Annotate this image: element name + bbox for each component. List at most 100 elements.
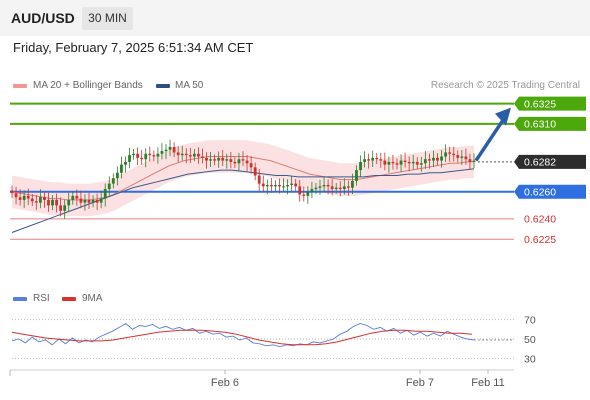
candle-body [423,159,427,164]
candle-body [237,159,241,164]
candle-body [192,153,196,157]
candle-body [314,187,318,190]
bollinger-band [12,140,474,217]
candle-body [180,153,184,156]
symbol-label: AUD/USD [11,10,75,26]
candle-body [257,175,261,184]
candle-body [111,178,115,184]
price-tag-0.6260: 0.6260 [514,184,586,199]
candle-body [184,153,188,156]
candle-body [22,195,26,200]
candle-body [334,187,338,190]
candles [10,139,476,219]
ma20-legend-swatch [13,84,27,88]
candle-body [38,197,42,203]
candle-body [160,151,164,154]
candle-body [428,159,431,161]
candle-body [351,180,354,188]
ma50-legend-swatch [156,84,170,88]
candle-body [274,185,277,187]
candle-body [221,157,225,161]
candle-body [152,155,156,157]
candle-body [411,161,415,164]
candle-body [375,157,379,160]
candle-body [310,189,314,192]
candle-body [261,183,265,187]
candle-body [391,161,395,164]
top-bar: AUD/USD 30 MIN [0,0,590,36]
candle-body [14,193,18,198]
candle-body [43,197,46,200]
candle-body [75,195,79,199]
candle-body [91,199,95,203]
candle-body [83,199,87,203]
price-tag-0.6325: 0.6325 [514,96,586,111]
candle-body [148,153,152,156]
rsi-legend-swatch [13,297,27,301]
candle-body [290,183,294,185]
candle-body [326,185,330,187]
candle-body [253,167,257,176]
candle-body [278,185,281,187]
candle-body [209,159,212,161]
candle-body [115,172,119,179]
candle-body [164,149,168,152]
candle-body [464,156,468,160]
candle-body [452,153,456,156]
ma9-legend-swatch [62,297,76,301]
candle-body [136,153,140,158]
candle-body [363,159,366,162]
price-tag-bg [514,96,586,111]
candle-body [330,186,334,190]
candle-body [371,157,375,161]
rsi-line [11,322,475,348]
candle-body [205,157,208,161]
price-tag-0.6310: 0.6310 [514,116,586,131]
price-tag-0.6225: 0.6225 [524,234,556,246]
candle-body [168,147,172,150]
candle-body [415,161,419,165]
credit-label: Research © 2025 Trading Central [430,80,580,91]
price-tag-0.6282: 0.6282 [514,154,586,169]
candle-body [249,163,253,168]
candle-body [213,159,217,161]
candle-body [47,199,50,206]
ma50-legend-label: MA 50 [175,80,204,91]
candle-body [387,161,391,165]
rsi-9ma-line [11,329,473,346]
candle-body [59,205,63,211]
candle-body [241,159,245,161]
candle-body [140,157,144,160]
candle-body [233,161,237,164]
candle-body [71,195,75,200]
candle-body [124,161,127,165]
candle-body [282,186,285,188]
candle-body [338,187,342,190]
projection-arrow-head [495,107,511,126]
candle-body [359,161,362,171]
candle-body [120,164,123,173]
candle-body [225,159,229,161]
candle-body [87,199,91,203]
candle-body [456,155,460,158]
candle-body [444,152,448,157]
price-tag-text: 0.6282 [524,157,556,169]
time-tick-label: Feb 7 [406,377,434,389]
candle-body [432,157,435,161]
candle-body [176,152,180,156]
price-tag-bg [514,116,586,131]
candle-body [156,153,160,157]
price-tag-0.6240: 0.6240 [524,214,556,226]
candle-body [403,160,407,162]
candle-body [55,199,58,206]
candle-body [201,156,204,158]
rsi-tick-label: 70 [524,315,536,327]
timeframe-button[interactable]: 30 MIN [82,7,133,30]
rsi-tick-label: 30 [524,353,536,365]
candle-body [30,198,34,202]
candle-body [318,186,322,188]
candle-body [346,186,350,188]
candle-body [172,147,176,153]
price-tag-text: 0.6225 [524,234,556,246]
